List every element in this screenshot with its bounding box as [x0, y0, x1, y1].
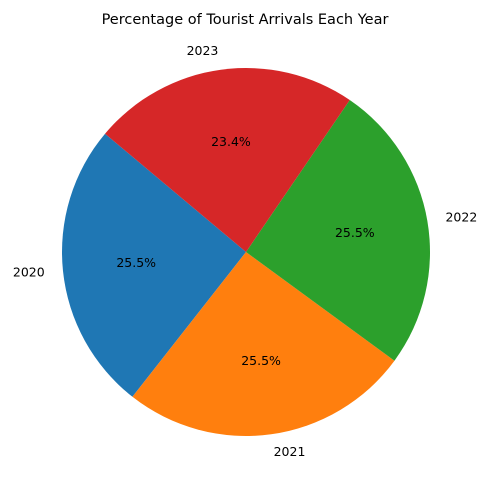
percent-label-2022: 25.5%	[335, 225, 375, 240]
category-label-2023: 2023	[187, 43, 219, 58]
percent-label-2021: 25.5%	[241, 353, 281, 368]
category-label-2020: 2020	[13, 264, 45, 279]
category-label-2022: 2022	[445, 209, 477, 224]
percent-label-2023: 23.4%	[211, 134, 251, 149]
category-label-2021: 2021	[274, 444, 306, 459]
chart-title: Percentage of Tourist Arrivals Each Year	[102, 12, 389, 28]
pie-slices	[61, 68, 431, 436]
pie-slice-2020	[61, 133, 246, 397]
percent-label-2020: 25.5%	[116, 255, 156, 270]
pie-labels: 2020 25.5% 2021 25.5% 2022 25.5% 2023 23.4%	[13, 43, 477, 459]
pie-slice-2021	[132, 252, 395, 436]
pie-slice-2022	[246, 100, 431, 361]
pie-slice-2023	[105, 68, 350, 252]
